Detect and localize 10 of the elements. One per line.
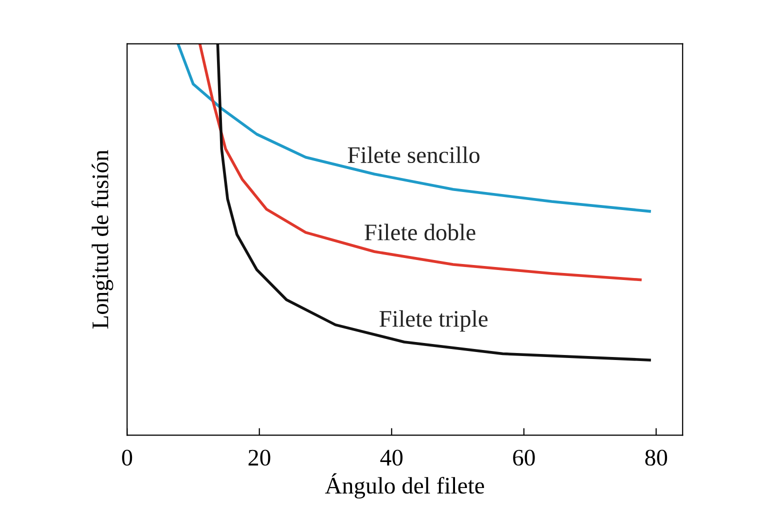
series-label: Filete sencillo: [348, 146, 480, 164]
x-tick-label: 0: [122, 450, 132, 466]
x-tick-label: 40: [380, 450, 403, 466]
x-tick-label: 20: [248, 450, 270, 466]
y-axis-title: Longitud de fusión: [91, 150, 114, 329]
x-axis-title: Ángulo del filete: [325, 473, 484, 499]
x-tick-label: 80: [645, 450, 668, 466]
x-tick-label: 60: [513, 450, 535, 466]
series-label: Filete doble: [364, 224, 476, 240]
series-label: Filete triple: [380, 310, 488, 332]
